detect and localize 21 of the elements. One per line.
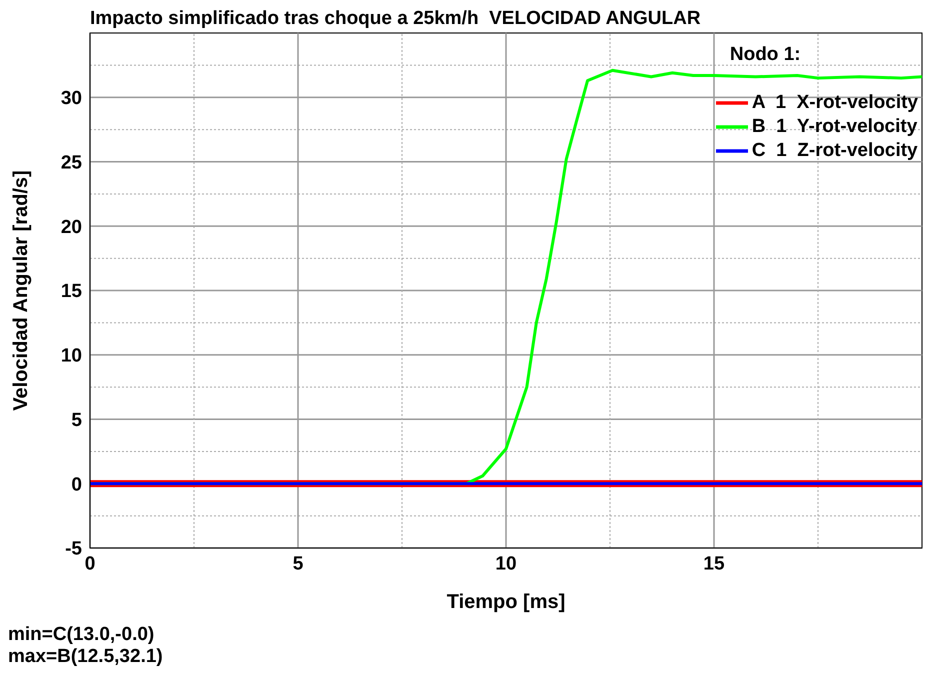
text: max=B(12.5,32.1) bbox=[8, 646, 163, 668]
legend-label: B 1 Y-rot-velocity bbox=[752, 116, 918, 138]
legend-label: A 1 X-rot-velocity bbox=[752, 92, 918, 114]
x-tick-label: 15 bbox=[703, 553, 725, 574]
text: min=C(13.0,-0.0) bbox=[8, 624, 156, 646]
legend-label: C 1 Z-rot-velocity bbox=[752, 140, 918, 162]
y-tick-label: 15 bbox=[60, 281, 82, 302]
y-tick-label: -5 bbox=[65, 538, 82, 560]
y-axis-title: Velocidad Angular [rad/s] bbox=[10, 170, 32, 411]
y-tick-label: 0 bbox=[71, 474, 82, 496]
legend-title: Nodo 1: bbox=[730, 44, 802, 66]
x-axis-title: Tiempo [ms] bbox=[446, 591, 566, 613]
y-tick-label: 5 bbox=[71, 410, 82, 431]
y-tick-label: 20 bbox=[60, 216, 82, 238]
x-tick-label: 5 bbox=[292, 553, 304, 574]
y-tick-label: 10 bbox=[60, 346, 82, 367]
y-tick-label: 25 bbox=[60, 152, 82, 174]
y-tick-label: 30 bbox=[60, 88, 82, 110]
x-tick-label: 10 bbox=[495, 553, 517, 574]
chart-title: Impacto simplificado tras choque a 25km/h VELOCIDAD ANGULAR bbox=[90, 8, 701, 30]
x-tick-label: 0 bbox=[84, 553, 96, 574]
